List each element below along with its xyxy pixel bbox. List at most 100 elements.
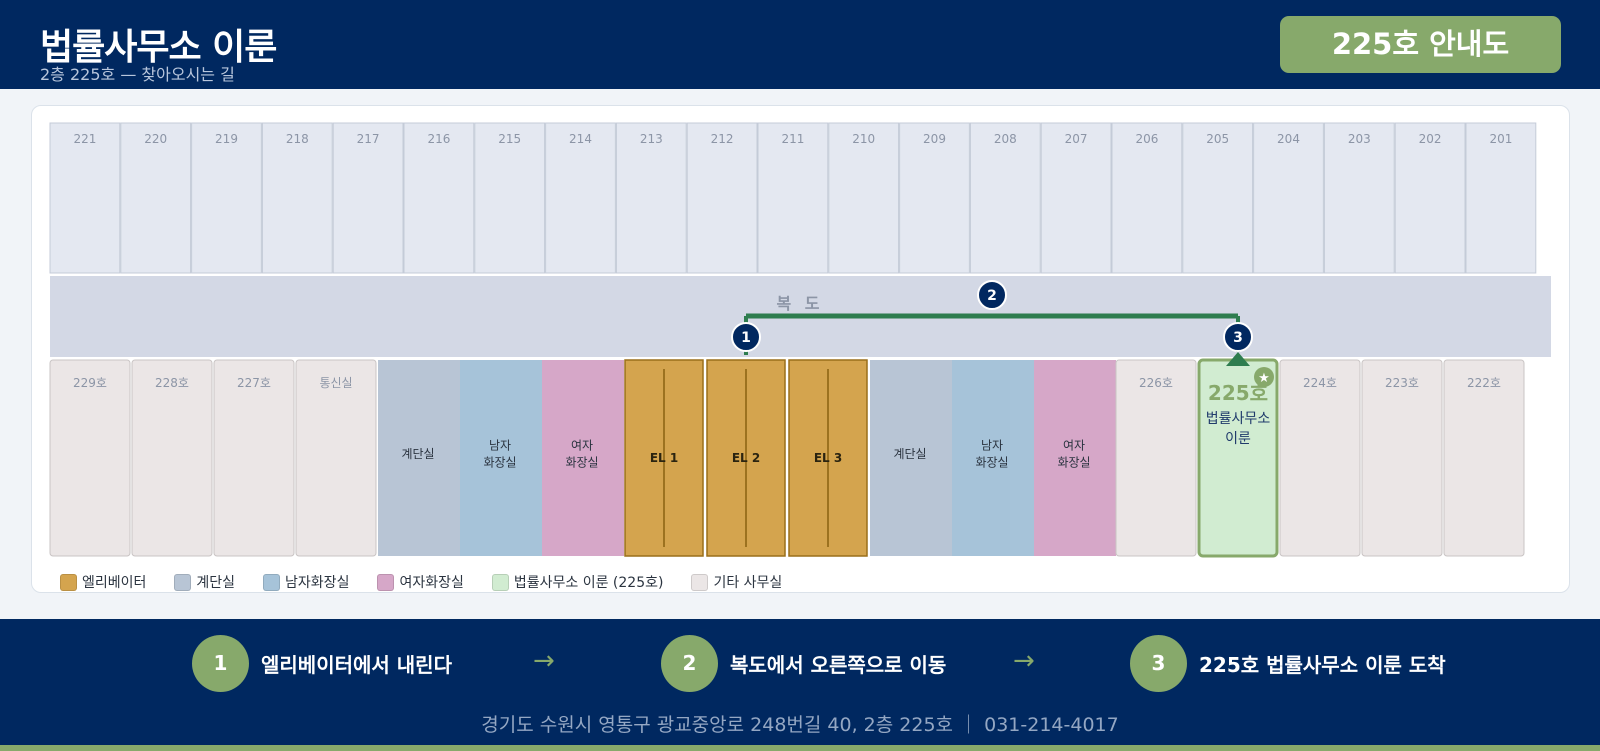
room-204	[1253, 122, 1324, 274]
legend-label: 계단실	[196, 575, 236, 591]
room-213	[615, 122, 687, 274]
room-211	[757, 122, 829, 274]
room-215	[474, 122, 546, 274]
room-number-label: 203	[1348, 132, 1371, 146]
right-arrow-icon: →	[1013, 646, 1035, 676]
room-men-11	[952, 360, 1034, 556]
stairs-room	[870, 360, 952, 556]
office-room	[49, 359, 131, 557]
room-number-label: 207	[1065, 132, 1088, 146]
stairs-label: 계단실	[401, 447, 434, 461]
office-room	[1361, 359, 1443, 557]
room-elevator-9	[788, 359, 868, 557]
room-office-2	[213, 359, 295, 557]
office-room	[213, 359, 295, 557]
room-number-label: 201	[1489, 132, 1512, 146]
direction-steps: 1 엘리베이터에서 내린다 2 복도에서 오른쪽으로 이동 3 225호 법률사무소 이룬…	[0, 635, 1600, 692]
step-text: 복도에서 오른쪽으로 이동	[730, 653, 947, 677]
room-205	[1182, 122, 1254, 274]
elevator-label: EL 3	[814, 451, 842, 465]
room-elevator-8	[706, 359, 786, 557]
office-room	[1115, 359, 1197, 557]
directions-footer: 1 엘리베이터에서 내린다 2 복도에서 오른쪽으로 이동 3 225호 법률사무소 이룬…	[0, 619, 1600, 751]
room-number-label: 208	[994, 132, 1017, 146]
room-210	[828, 122, 900, 274]
room-label: 226호	[1139, 376, 1173, 390]
men-room	[952, 360, 1034, 556]
room-221	[49, 122, 121, 274]
map-legend: 엘리베이터 계단실 남자화장실 여자화장실 법률사무소 이룬 (225호) 기타 사무실	[60, 572, 810, 592]
legend-swatch	[491, 573, 509, 591]
room-209	[899, 122, 970, 274]
legend-item: 여자화장실	[377, 572, 464, 592]
room-office-0	[49, 359, 131, 557]
men-label: 남자 화장실	[483, 438, 516, 469]
legend-label: 엘리베이터	[82, 575, 147, 591]
room-number-label: 211	[781, 132, 804, 146]
step-number-circle: 2	[661, 635, 718, 692]
corridor-label: 복 도	[776, 294, 823, 313]
room-label: 223호	[1385, 376, 1419, 390]
room-women-12	[1034, 360, 1116, 556]
route-marker-1	[731, 322, 761, 352]
office-room	[1279, 359, 1361, 557]
room-number-label: 220	[144, 132, 167, 146]
room-guide-badge: 225호 안내도	[1280, 16, 1561, 73]
route-marker-number: 3	[1233, 330, 1243, 346]
room-number-label: 218	[286, 132, 309, 146]
room-216	[403, 122, 475, 274]
stairs-room	[378, 360, 460, 556]
room-number-label: 217	[357, 132, 380, 146]
room-208	[969, 122, 1041, 274]
room-label: 222호	[1467, 376, 1501, 390]
legend-label: 법률사무소 이룬 (225호)	[513, 575, 664, 591]
room-number-label: 202	[1419, 132, 1442, 146]
women-room	[542, 360, 624, 556]
legend-item: 계단실	[174, 572, 235, 592]
room-office-16	[1361, 359, 1443, 557]
room-number-label: 216	[427, 132, 450, 146]
target-room-number: 225호	[1208, 381, 1268, 405]
legend-item: 법률사무소 이룬 (225호)	[491, 572, 664, 592]
men-label: 남자 화장실	[975, 438, 1008, 469]
room-201	[1465, 122, 1537, 274]
room-203	[1323, 122, 1395, 274]
stairs-label: 계단실	[893, 447, 926, 461]
route-marker-number: 2	[987, 288, 997, 304]
room-men-5	[460, 360, 542, 556]
legend-swatch	[691, 573, 709, 591]
direction-step-1: 1 엘리베이터에서 내린다	[192, 635, 452, 692]
step-number-circle: 1	[192, 635, 249, 692]
room-office-17	[1443, 359, 1525, 557]
target-room-name: 법률사무소 이룬	[1206, 411, 1271, 447]
room-number-label: 206	[1135, 132, 1158, 146]
route-marker-3	[1223, 322, 1253, 352]
room-office-1	[131, 359, 213, 557]
office-room	[295, 359, 377, 557]
room-stairs-4	[378, 360, 460, 556]
women-room	[1034, 360, 1116, 556]
legend-swatch	[60, 573, 77, 591]
legend-item: 남자화장실	[263, 572, 349, 592]
office-room	[1443, 359, 1525, 557]
room-label: 통신실	[319, 376, 352, 390]
room-number-label: 221	[73, 132, 96, 146]
elevator-label: EL 2	[732, 451, 760, 465]
direction-step-2: 2 복도에서 오른쪽으로 이동	[661, 635, 946, 692]
step-number-circle: 3	[1130, 635, 1187, 692]
room-number-label: 214	[569, 132, 592, 146]
room-number-label: 204	[1277, 132, 1300, 146]
route-marker-2	[977, 280, 1007, 310]
men-room	[460, 360, 542, 556]
room-office-3	[295, 359, 377, 557]
bottom-accent-bar	[0, 745, 1600, 751]
legend-label: 여자화장실	[399, 575, 464, 591]
room-218	[261, 122, 333, 274]
direction-step-3: 3 225호 법률사무소 이룬 도착	[1130, 635, 1446, 692]
route-arrowhead	[1226, 352, 1250, 366]
room-elevator-7	[624, 359, 704, 557]
elevator-label: EL 1	[650, 451, 678, 465]
room-label: 228호	[155, 376, 189, 390]
room-number-label: 213	[640, 132, 663, 146]
star-icon: ★	[1258, 371, 1270, 386]
